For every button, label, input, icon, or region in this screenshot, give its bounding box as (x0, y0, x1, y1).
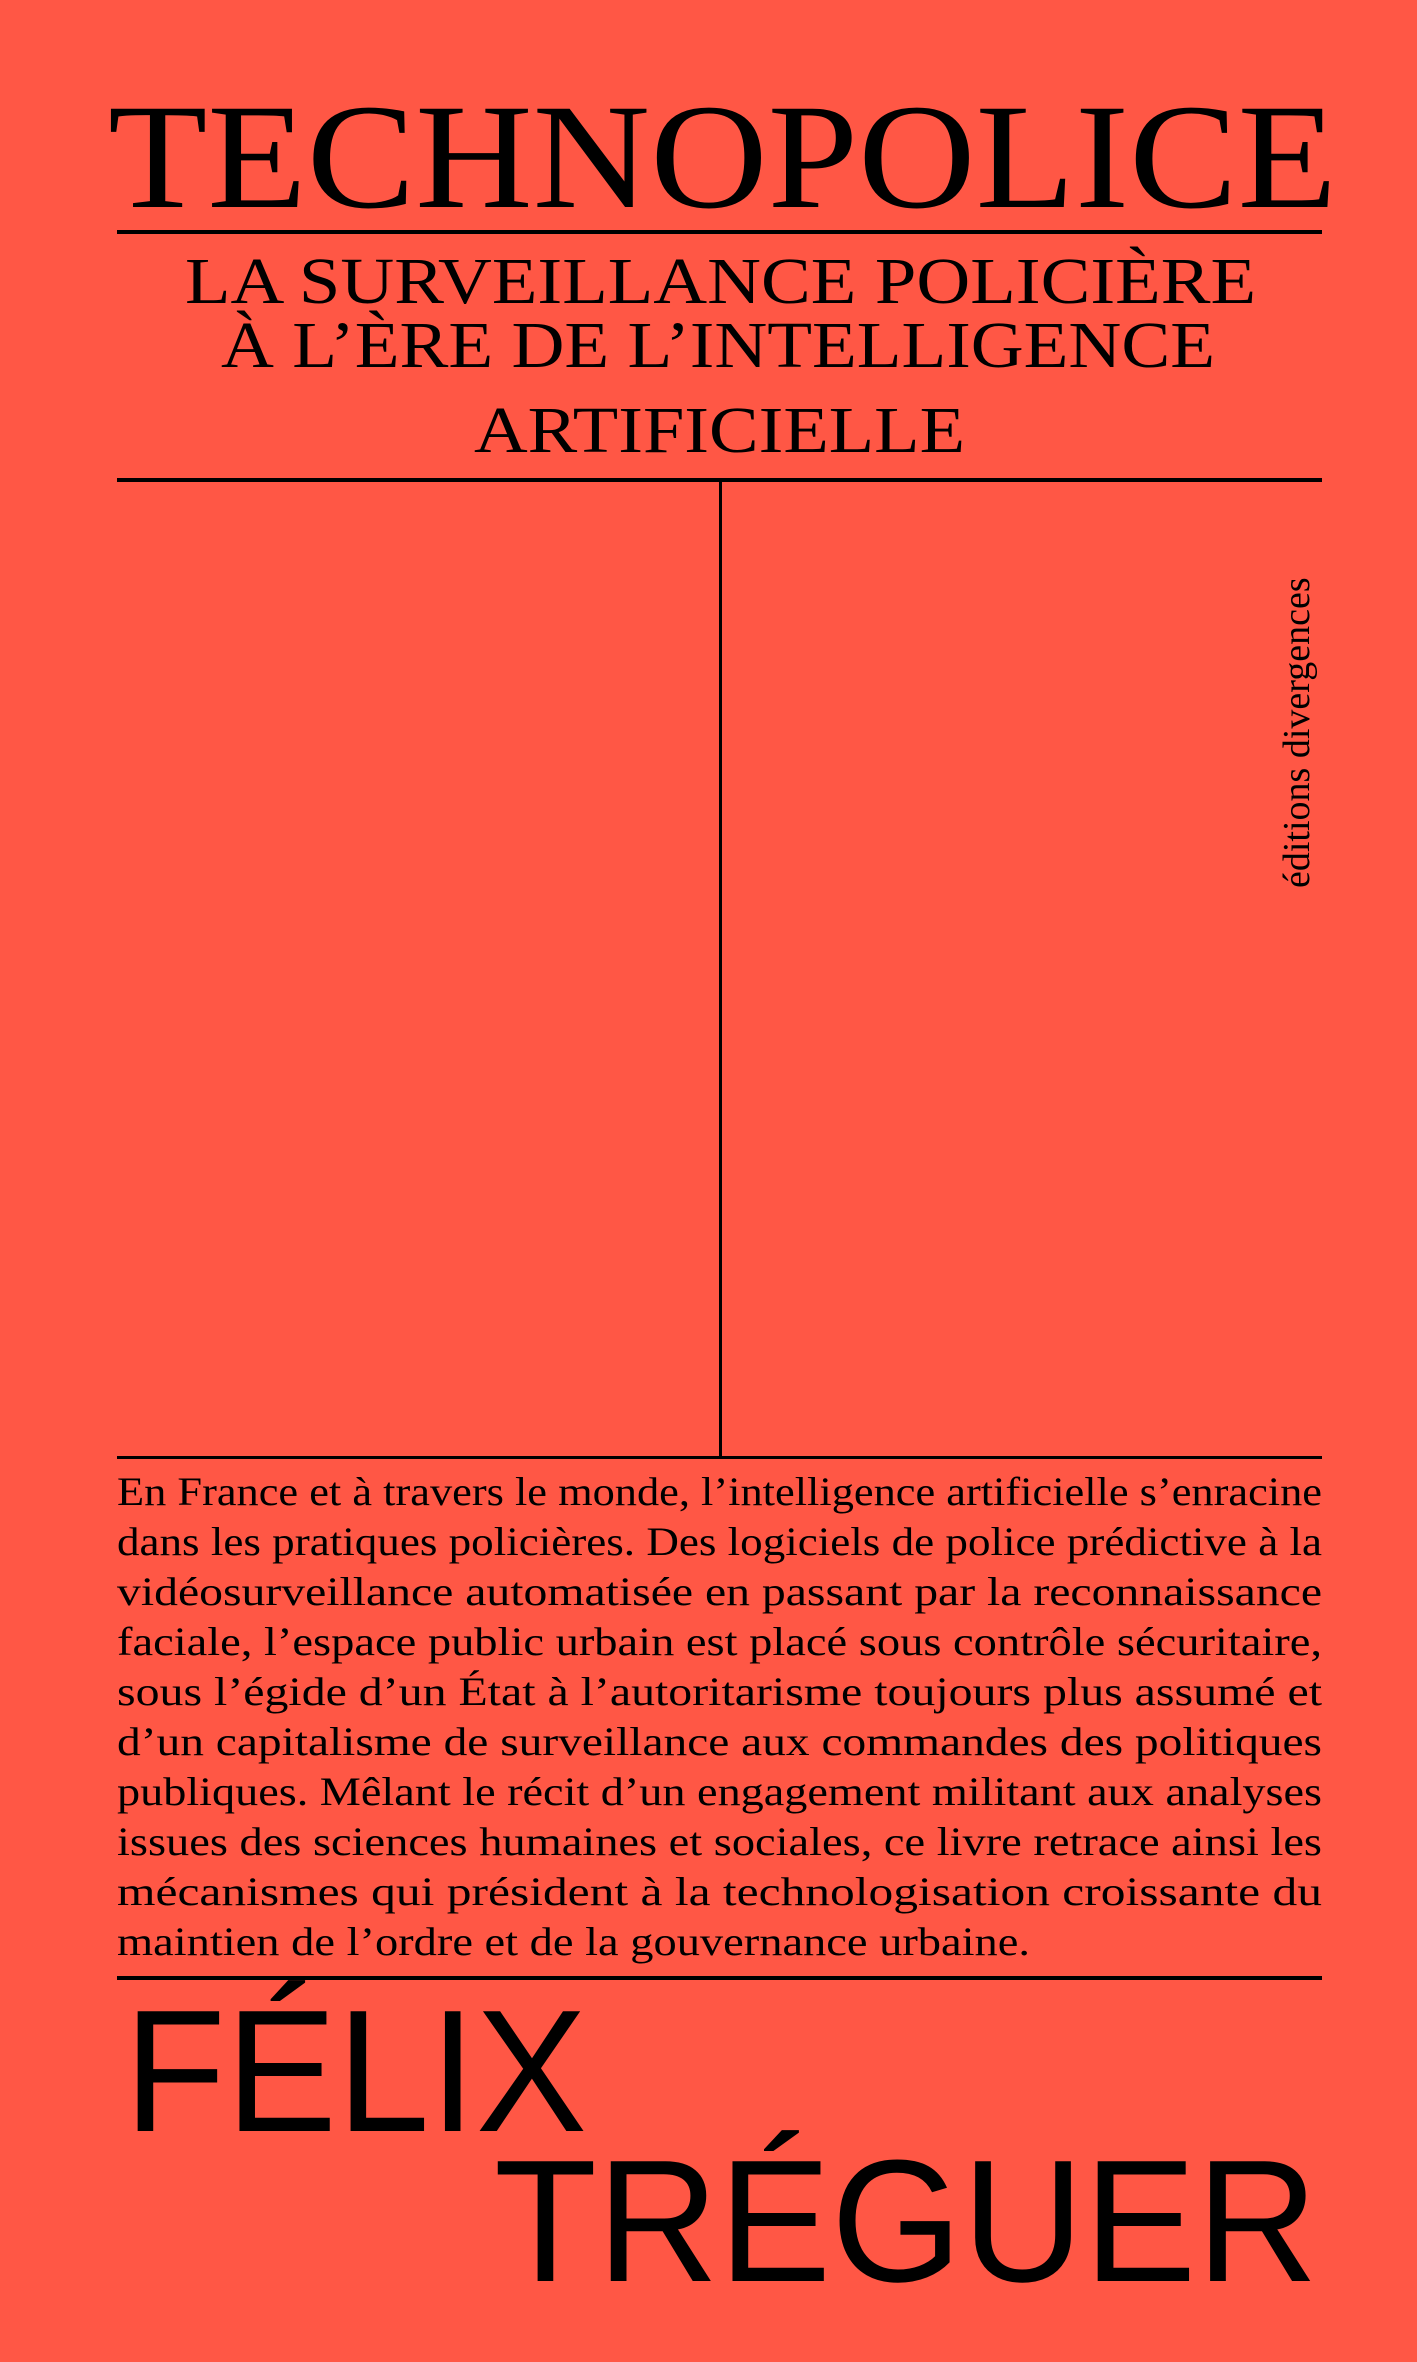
divider (117, 1976, 1322, 1980)
subtitle-line: ARTIFICIELLE (474, 394, 965, 467)
blurb-line: issues des sciences humaines et sociales… (117, 1819, 1322, 1864)
blurb-line: faciale, l’espace public urbain est plac… (117, 1619, 1322, 1664)
vertical-divider (719, 480, 722, 1458)
divider (117, 230, 1322, 234)
subtitle-line: LA SURVEILLANCE POLICIÈRE (185, 245, 1256, 318)
blurb-line: vidéosurveillance automatisée en passant… (117, 1569, 1322, 1614)
subtitle-line: À L’ÈRE DE L’INTELLIGENCE (221, 309, 1215, 382)
blurb-line: dans les pratiques policières. Des logic… (117, 1519, 1322, 1564)
author-last-name: TRÉGUER (494, 2123, 1318, 2318)
publisher-name: éditions divergences (1276, 577, 1318, 888)
blurb-line: mécanismes qui président à la technologi… (117, 1869, 1322, 1914)
book-title: TECHNOPOLICE (108, 74, 1337, 240)
divider (117, 1456, 1322, 1459)
blurb-line: d’un capitalisme de surveillance aux com… (117, 1719, 1322, 1764)
blurb-line: sous l’égide d’un État à l’autoritarisme… (117, 1669, 1322, 1714)
blurb-line: En France et à travers le monde, l’intel… (117, 1469, 1322, 1514)
blurb-line: maintien de l’ordre et de la gouvernance… (117, 1919, 1030, 1964)
author-first-name: FÉLIX (124, 1973, 587, 2168)
blurb-line: publiques. Mêlant le récit d’un engageme… (117, 1769, 1322, 1814)
